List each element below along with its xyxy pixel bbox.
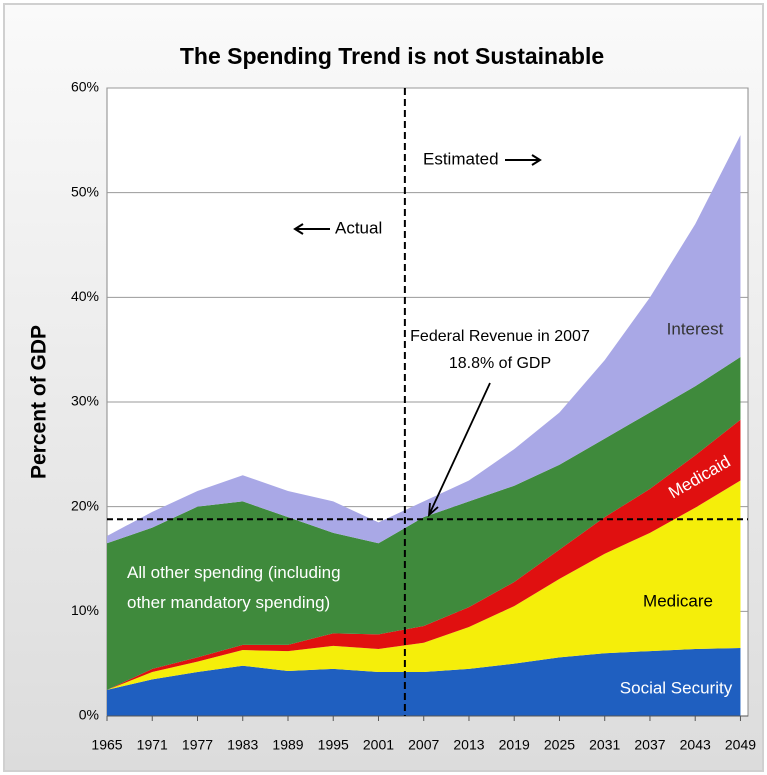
series-label: Social Security — [620, 678, 733, 697]
x-tick-label: 2049 — [725, 737, 756, 753]
x-tick-label: 1983 — [227, 737, 258, 753]
x-tick-label: 2019 — [499, 737, 530, 753]
y-tick-label: 60% — [71, 79, 99, 95]
series-label: Medicare — [643, 591, 713, 610]
y-tick-label: 10% — [71, 602, 99, 618]
area — [107, 135, 741, 544]
annotation: Federal Revenue in 2007 — [410, 328, 590, 345]
x-tick-label: 2007 — [408, 737, 439, 753]
annotation: Actual — [335, 218, 382, 237]
y-tick-label: 20% — [71, 497, 99, 513]
y-tick-label: 50% — [71, 183, 99, 199]
y-tick-label: 30% — [71, 393, 99, 409]
y-tick-label: 0% — [79, 707, 99, 723]
y-tick-label: 40% — [71, 288, 99, 304]
x-tick-label: 1995 — [318, 737, 349, 753]
x-tick-label: 1989 — [272, 737, 303, 753]
annotation: Estimated — [423, 149, 499, 168]
x-tick-label: 1971 — [137, 737, 168, 753]
area — [107, 356, 741, 690]
y-axis-label: Percent of GDP — [28, 325, 51, 479]
x-tick-label: 2031 — [589, 737, 620, 753]
x-tick-label: 1977 — [182, 737, 213, 753]
area — [107, 419, 741, 690]
arrow — [293, 223, 330, 235]
series-label: Interest — [667, 319, 724, 338]
series-label: All other spending (including other mand… — [127, 563, 341, 612]
x-tick-label: 2037 — [634, 737, 665, 753]
x-tick-label: 1965 — [91, 737, 122, 753]
area — [107, 647, 741, 716]
x-tick-label: 2025 — [544, 737, 575, 753]
x-tick-label: 2001 — [363, 737, 394, 753]
x-tick-label: 2013 — [453, 737, 484, 753]
arrow — [505, 154, 542, 166]
annotation: 18.8% of GDP — [449, 355, 551, 372]
x-tick-label: 2043 — [680, 737, 711, 753]
chart-title: The Spending Trend is not Sustainable — [180, 43, 604, 69]
plot: 0% 10% 20% 30% 40% 50% 60% 1965 1971 1977 1983 1989… — [71, 79, 756, 753]
area — [107, 480, 741, 690]
arrow — [427, 382, 491, 518]
